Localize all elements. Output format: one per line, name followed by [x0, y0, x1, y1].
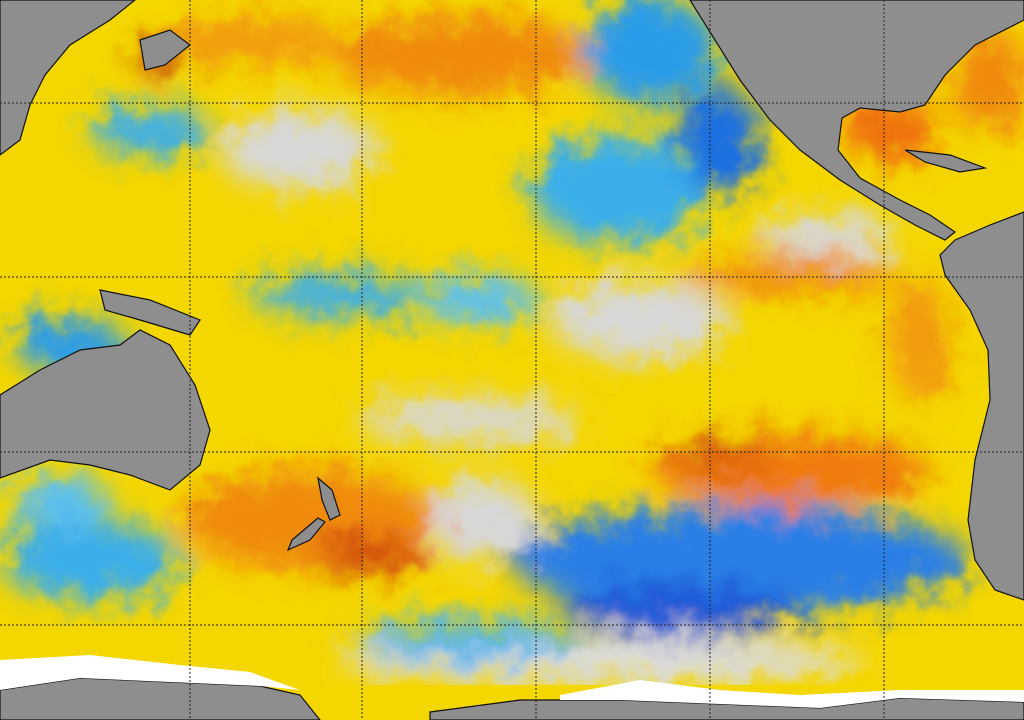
neutral-zone: [360, 398, 580, 442]
cool-anomaly: [530, 135, 710, 245]
new-zealand-north: [317, 476, 341, 521]
cool-anomaly: [360, 620, 580, 660]
warm-anomaly: [330, 15, 590, 95]
warm-anomaly: [950, 30, 1024, 130]
north-america: [689, 0, 1024, 241]
neutral-zone: [760, 213, 900, 257]
new-guinea: [99, 289, 201, 336]
cool-anomaly: [10, 475, 110, 525]
strong-warm-anomaly: [315, 537, 425, 573]
warm-anomaly: [890, 280, 950, 400]
warm-anomaly: [160, 15, 340, 65]
cool-anomaly: [0, 520, 180, 600]
sea-ice: [560, 680, 1024, 708]
warm-anomaly: [680, 257, 900, 293]
cool-anomaly: [560, 585, 800, 635]
neutral-zone: [220, 110, 380, 190]
cool-anomaly: [580, 0, 720, 105]
cool-anomaly: [250, 273, 430, 317]
strong-warm-anomaly: [670, 443, 770, 467]
cool-anomaly: [420, 275, 540, 325]
japan: [139, 29, 191, 71]
cool-anomaly: [680, 85, 760, 195]
neutral-zone: [420, 480, 540, 560]
neutral-zone: [550, 280, 730, 360]
asia: [0, 0, 136, 156]
cuba: [904, 149, 988, 173]
south-america: [939, 211, 1024, 601]
new-zealand-south: [286, 517, 326, 552]
antarctica-west: [0, 677, 321, 720]
australia: [0, 329, 211, 491]
warm-anomaly: [840, 100, 940, 160]
cool-anomaly: [90, 105, 210, 155]
cool-anomaly: [510, 505, 970, 615]
sea-ice: [0, 655, 300, 690]
